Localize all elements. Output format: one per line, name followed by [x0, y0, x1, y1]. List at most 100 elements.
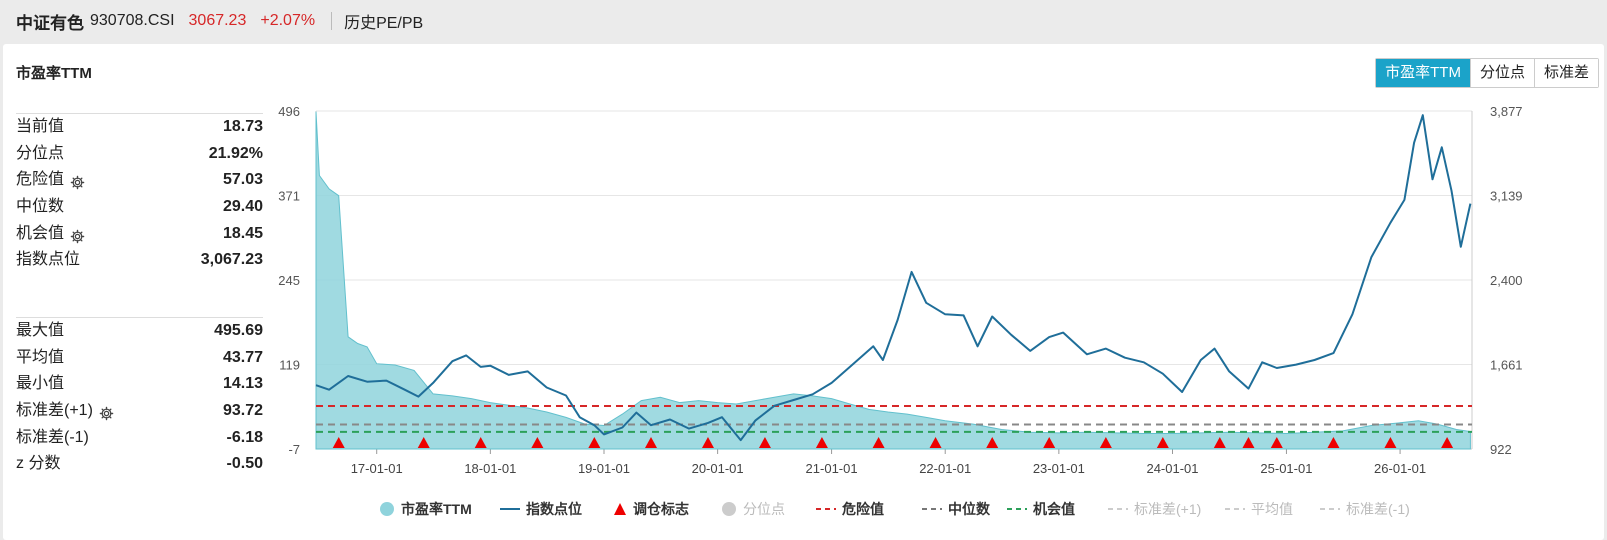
stat-value: 14.13 [222, 375, 263, 393]
legend-dash-icon [1320, 508, 1340, 510]
legend-label: 标准差(+1) [1134, 501, 1202, 517]
legend-dash-icon [1007, 508, 1027, 510]
stat-label: 平均值 [16, 345, 64, 372]
stat-value: 21.92% [208, 144, 263, 162]
rebalance-marker [815, 437, 828, 448]
right-axis-tick-label: 3,139 [1490, 189, 1523, 204]
stat-label: 危险值 [16, 167, 85, 194]
legend-dash-icon [922, 508, 942, 510]
x-axis-tick-label: 21-01-01 [806, 461, 858, 476]
stat-value: 43.77 [222, 348, 263, 366]
x-axis-tick-label: 18-01-01 [464, 461, 516, 476]
right-axis-tick-label: 1,661 [1490, 358, 1523, 373]
legend-label: 指数点位 [526, 501, 582, 517]
stat-row: 平均值 43.77 [16, 345, 263, 372]
header-bar: 中证有色 930708.CSI 3067.23 +2.07% 历史PE/PB [0, 0, 1607, 42]
settings-gear-icon[interactable] [70, 227, 85, 243]
stat-value: -0.50 [226, 455, 263, 473]
pe-chart: 496 3,877 371 3,139 245 2,400 119 1,661 -7 922 17-… [278, 104, 1523, 476]
x-axis-tick-label: 20-01-01 [692, 461, 744, 476]
legend-item[interactable]: 危险值 [816, 499, 884, 519]
x-axis-tick-label: 24-01-01 [1146, 461, 1198, 476]
rebalance-marker [1270, 437, 1283, 448]
rebalance-marker [701, 437, 714, 448]
x-axis-tick-label: 23-01-01 [1033, 461, 1085, 476]
stat-row: 最大值 495.69 [16, 318, 263, 345]
settings-gear-icon[interactable] [99, 404, 114, 421]
rebalance-marker [474, 437, 487, 448]
rebalance-marker [929, 437, 942, 448]
tab-std-dev[interactable]: 标准差 [1533, 59, 1598, 87]
stat-label: 机会值 [16, 221, 85, 248]
stat-value: 18.73 [222, 118, 263, 135]
stat-label-text: 当前值 [16, 118, 65, 135]
stat-row: 标准差(+1) 93.72 [16, 398, 263, 425]
stat-label: 标准差(+1) [16, 398, 114, 425]
stat-label-text: 危险值 [16, 171, 65, 189]
tab-pe-ttm[interactable]: 市盈率TTM [1376, 59, 1470, 87]
legend-item[interactable]: 市盈率TTM [379, 499, 472, 519]
left-axis-tick-label: 371 [278, 189, 300, 204]
rebalance-marker [417, 437, 430, 448]
stat-label-text: 最大值 [16, 322, 65, 339]
stat-row: 机会值 18.45 [16, 221, 263, 248]
legend-item[interactable]: 调仓标志 [613, 499, 689, 519]
stat-label: 最小值 [16, 371, 64, 398]
legend-triangle-icon [614, 503, 626, 515]
stat-label: 标准差(-1) [16, 425, 89, 452]
index-level-line [315, 114, 1472, 442]
stat-value: 495.69 [214, 322, 263, 339]
rebalance-marker [986, 437, 999, 448]
legend-dash-icon [1225, 508, 1245, 510]
right-axis-tick-label: 2,400 [1490, 273, 1523, 288]
legend-item[interactable]: 指数点位 [500, 499, 582, 519]
legend-label: 机会值 [1033, 501, 1075, 517]
metric-tabs: 市盈率TTM 分位点 标准差 [1375, 58, 1599, 88]
index-code: 930708.CSI [90, 12, 175, 29]
stat-row: 标准差(-1) -6.18 [16, 425, 263, 452]
stat-row: 分位点 21.92% [16, 141, 263, 168]
stat-value: 18.45 [222, 224, 263, 242]
history-pe-pb-link[interactable]: 历史PE/PB [344, 15, 424, 32]
legend-item[interactable]: 机会值 [1007, 499, 1075, 519]
stat-value: 93.72 [222, 402, 263, 420]
stat-label-text: 标准差(-1) [16, 428, 89, 446]
stats-history: 最大值 495.69 平均值 43.77 最小值 14.13 标准差(+1) 93.72 标准差… [16, 317, 263, 478]
settings-gear-icon[interactable] [70, 173, 85, 190]
stats-current: 当前值 18.73 分位点 21.92% 危险值 57.03 中位数 29.40 机会值 18.4… [16, 113, 263, 274]
stat-label: 最大值 [16, 318, 64, 345]
legend-item[interactable]: 中位数 [922, 499, 990, 519]
rebalance-marker [1043, 437, 1056, 448]
stat-row: z 分数 -0.50 [16, 451, 263, 478]
legend-dash-icon [1108, 508, 1128, 510]
left-axis-tick-label: 496 [278, 104, 300, 119]
right-axis-tick-label: 922 [1490, 442, 1512, 457]
stat-label: z 分数 [16, 451, 60, 478]
stat-label-text: 中位数 [16, 198, 65, 216]
stat-label-text: z 分数 [16, 455, 61, 473]
stat-value: 3,067.23 [200, 251, 263, 269]
x-axis-tick-label: 26-01-01 [1374, 461, 1426, 476]
legend-item[interactable]: 分位点 [721, 499, 785, 519]
stat-label-text: 最小值 [16, 375, 65, 393]
rebalance-marker [588, 437, 601, 448]
panel-title: 市盈率TTM [16, 65, 92, 82]
pe-ttm-area [315, 111, 1471, 450]
legend-item[interactable]: 平均值 [1225, 499, 1293, 519]
legend-item[interactable]: 标准差(+1) [1108, 499, 1201, 519]
legend-label: 分位点 [743, 501, 785, 517]
left-axis-tick-label: 119 [279, 358, 300, 373]
legend-label: 标准差(-1) [1346, 501, 1410, 517]
rebalance-marker [872, 437, 885, 448]
chart-legend: 市盈率TTM 指数点位 调仓标志 分位点 危险值 中位数 机会值 标准差(+1) 平均值 标准差(… [3, 499, 1604, 519]
legend-item[interactable]: 标准差(-1) [1320, 499, 1410, 519]
rebalance-marker [645, 437, 658, 448]
rebalance-marker [758, 437, 771, 448]
stat-label-text: 分位点 [16, 144, 65, 162]
rebalance-marker [531, 437, 544, 448]
x-axis-tick-label: 22-01-01 [919, 461, 971, 476]
legend-label: 中位数 [948, 501, 990, 517]
tab-percentile[interactable]: 分位点 [1469, 59, 1534, 87]
legend-line-icon [500, 508, 520, 510]
legend-label: 调仓标志 [633, 501, 689, 517]
